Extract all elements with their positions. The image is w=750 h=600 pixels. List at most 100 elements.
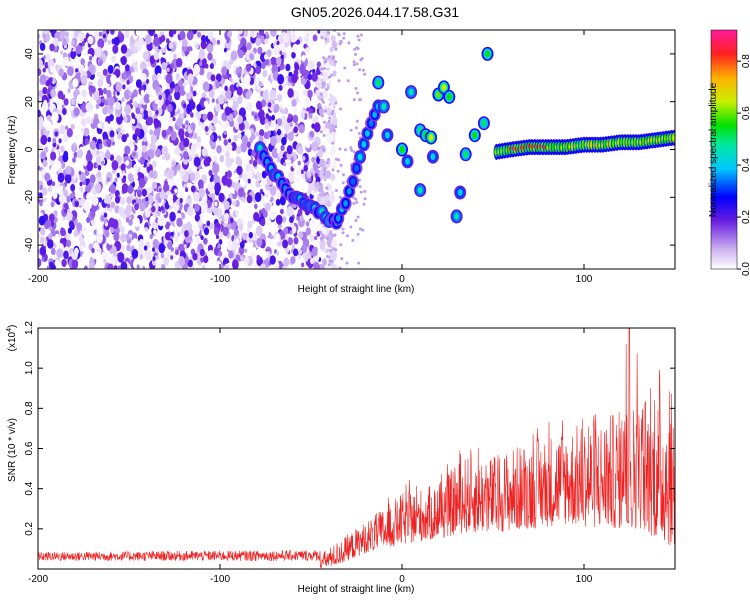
noise-speckle [294,63,300,71]
noise-speckle [322,100,325,104]
noise-speckle [128,139,134,147]
noise-speckle [311,141,319,152]
colorbar-tick-label: 0.6 [741,106,750,120]
noise-speckle [347,41,351,45]
noise-speckle [53,37,59,47]
noise-speckle [227,99,233,108]
noise-speckle [313,262,321,269]
noise-speckle [199,248,205,257]
noise-speckle [299,102,304,109]
noise-speckle [352,60,356,64]
noise-speckle [327,158,331,161]
noise-speckle [262,90,269,101]
noise-speckle [232,172,240,184]
noise-speckle [66,195,71,203]
noise-speckle [141,149,148,160]
noise-speckle [301,113,305,119]
noise-speckle [158,94,162,101]
noise-speckle [167,176,174,186]
noise-speckle [246,194,253,204]
noise-speckle [349,146,353,150]
noise-speckle [352,63,356,67]
noise-speckle [164,110,171,120]
noise-speckle [66,128,73,138]
noise-speckle [315,89,321,97]
noise-speckle [117,265,121,269]
noise-speckle [190,112,194,118]
noise-speckle [157,215,165,227]
noise-speckle [288,113,292,119]
noise-speckle [79,186,84,193]
noise-speckle [60,30,66,37]
noise-speckle [206,220,211,227]
noise-speckle [333,129,336,133]
noise-speckle [186,30,194,41]
noise-speckle [173,30,177,35]
noise-speckle [265,231,269,237]
noise-speckle [170,231,174,237]
noise-speckle [186,196,193,206]
noise-speckle [229,58,234,65]
noise-speckle [38,233,41,239]
noise-speckle [303,30,308,35]
noise-speckle [297,146,304,155]
spectrogram-ytick-label: 20 [24,96,35,108]
noise-speckle [53,210,58,217]
snr-exponent-power: 4 [6,328,13,332]
noise-speckle [323,66,326,70]
noise-speckle [255,171,262,182]
colorbar-tick-label: 0.4 [741,158,750,172]
noise-speckle [262,201,266,206]
noise-speckle [318,108,324,116]
noise-speckle [118,30,122,37]
noise-speckle [204,125,209,132]
noise-speckle [361,228,365,232]
noise-speckle [323,176,327,182]
noise-speckle [215,234,220,240]
noise-speckle [213,207,218,216]
noise-speckle [236,165,243,176]
noise-speckle [163,183,170,194]
noise-speckle [318,149,324,158]
noise-speckle [118,206,125,216]
noise-speckle [264,218,272,228]
noise-speckle [282,216,287,223]
noise-speckle [195,110,202,120]
noise-speckle [111,160,119,171]
noise-speckle [281,136,287,146]
noise-speckle [329,46,334,53]
noise-speckle [265,31,269,37]
noise-speckle [89,140,97,150]
noise-speckle [58,68,64,77]
noise-speckle [323,120,326,124]
noise-speckle [131,113,136,120]
rising-track-mark [372,111,378,118]
noise-speckle [188,156,192,162]
noise-speckle [70,184,76,192]
noise-speckle [356,91,360,95]
noise-speckle [38,165,41,171]
noise-speckle [188,228,194,237]
noise-speckle [313,115,319,124]
noise-speckle [196,104,202,112]
noise-speckle [330,95,337,107]
noise-speckle [65,31,69,38]
noise-speckle [168,42,174,50]
noise-speckle [167,103,173,113]
noise-speckle [303,43,307,49]
noise-speckle [354,126,358,130]
noise-speckle [106,90,112,98]
noise-speckle [207,111,214,121]
noise-speckle [320,237,323,241]
noise-speckle [152,181,158,190]
noise-speckle [228,250,234,259]
noise-speckle [306,170,312,179]
noise-speckle [96,233,103,244]
noise-speckle [124,145,131,155]
colorbar: 0.0 0.2 0.4 0.6 0.8 Normalized spectral ampl… [708,29,750,276]
noise-speckle [212,149,216,155]
noise-speckle [106,139,112,148]
noise-speckle [67,88,71,94]
noise-speckle [287,131,294,142]
snr-ylabel: SNR (10 * v/v) [7,418,18,482]
